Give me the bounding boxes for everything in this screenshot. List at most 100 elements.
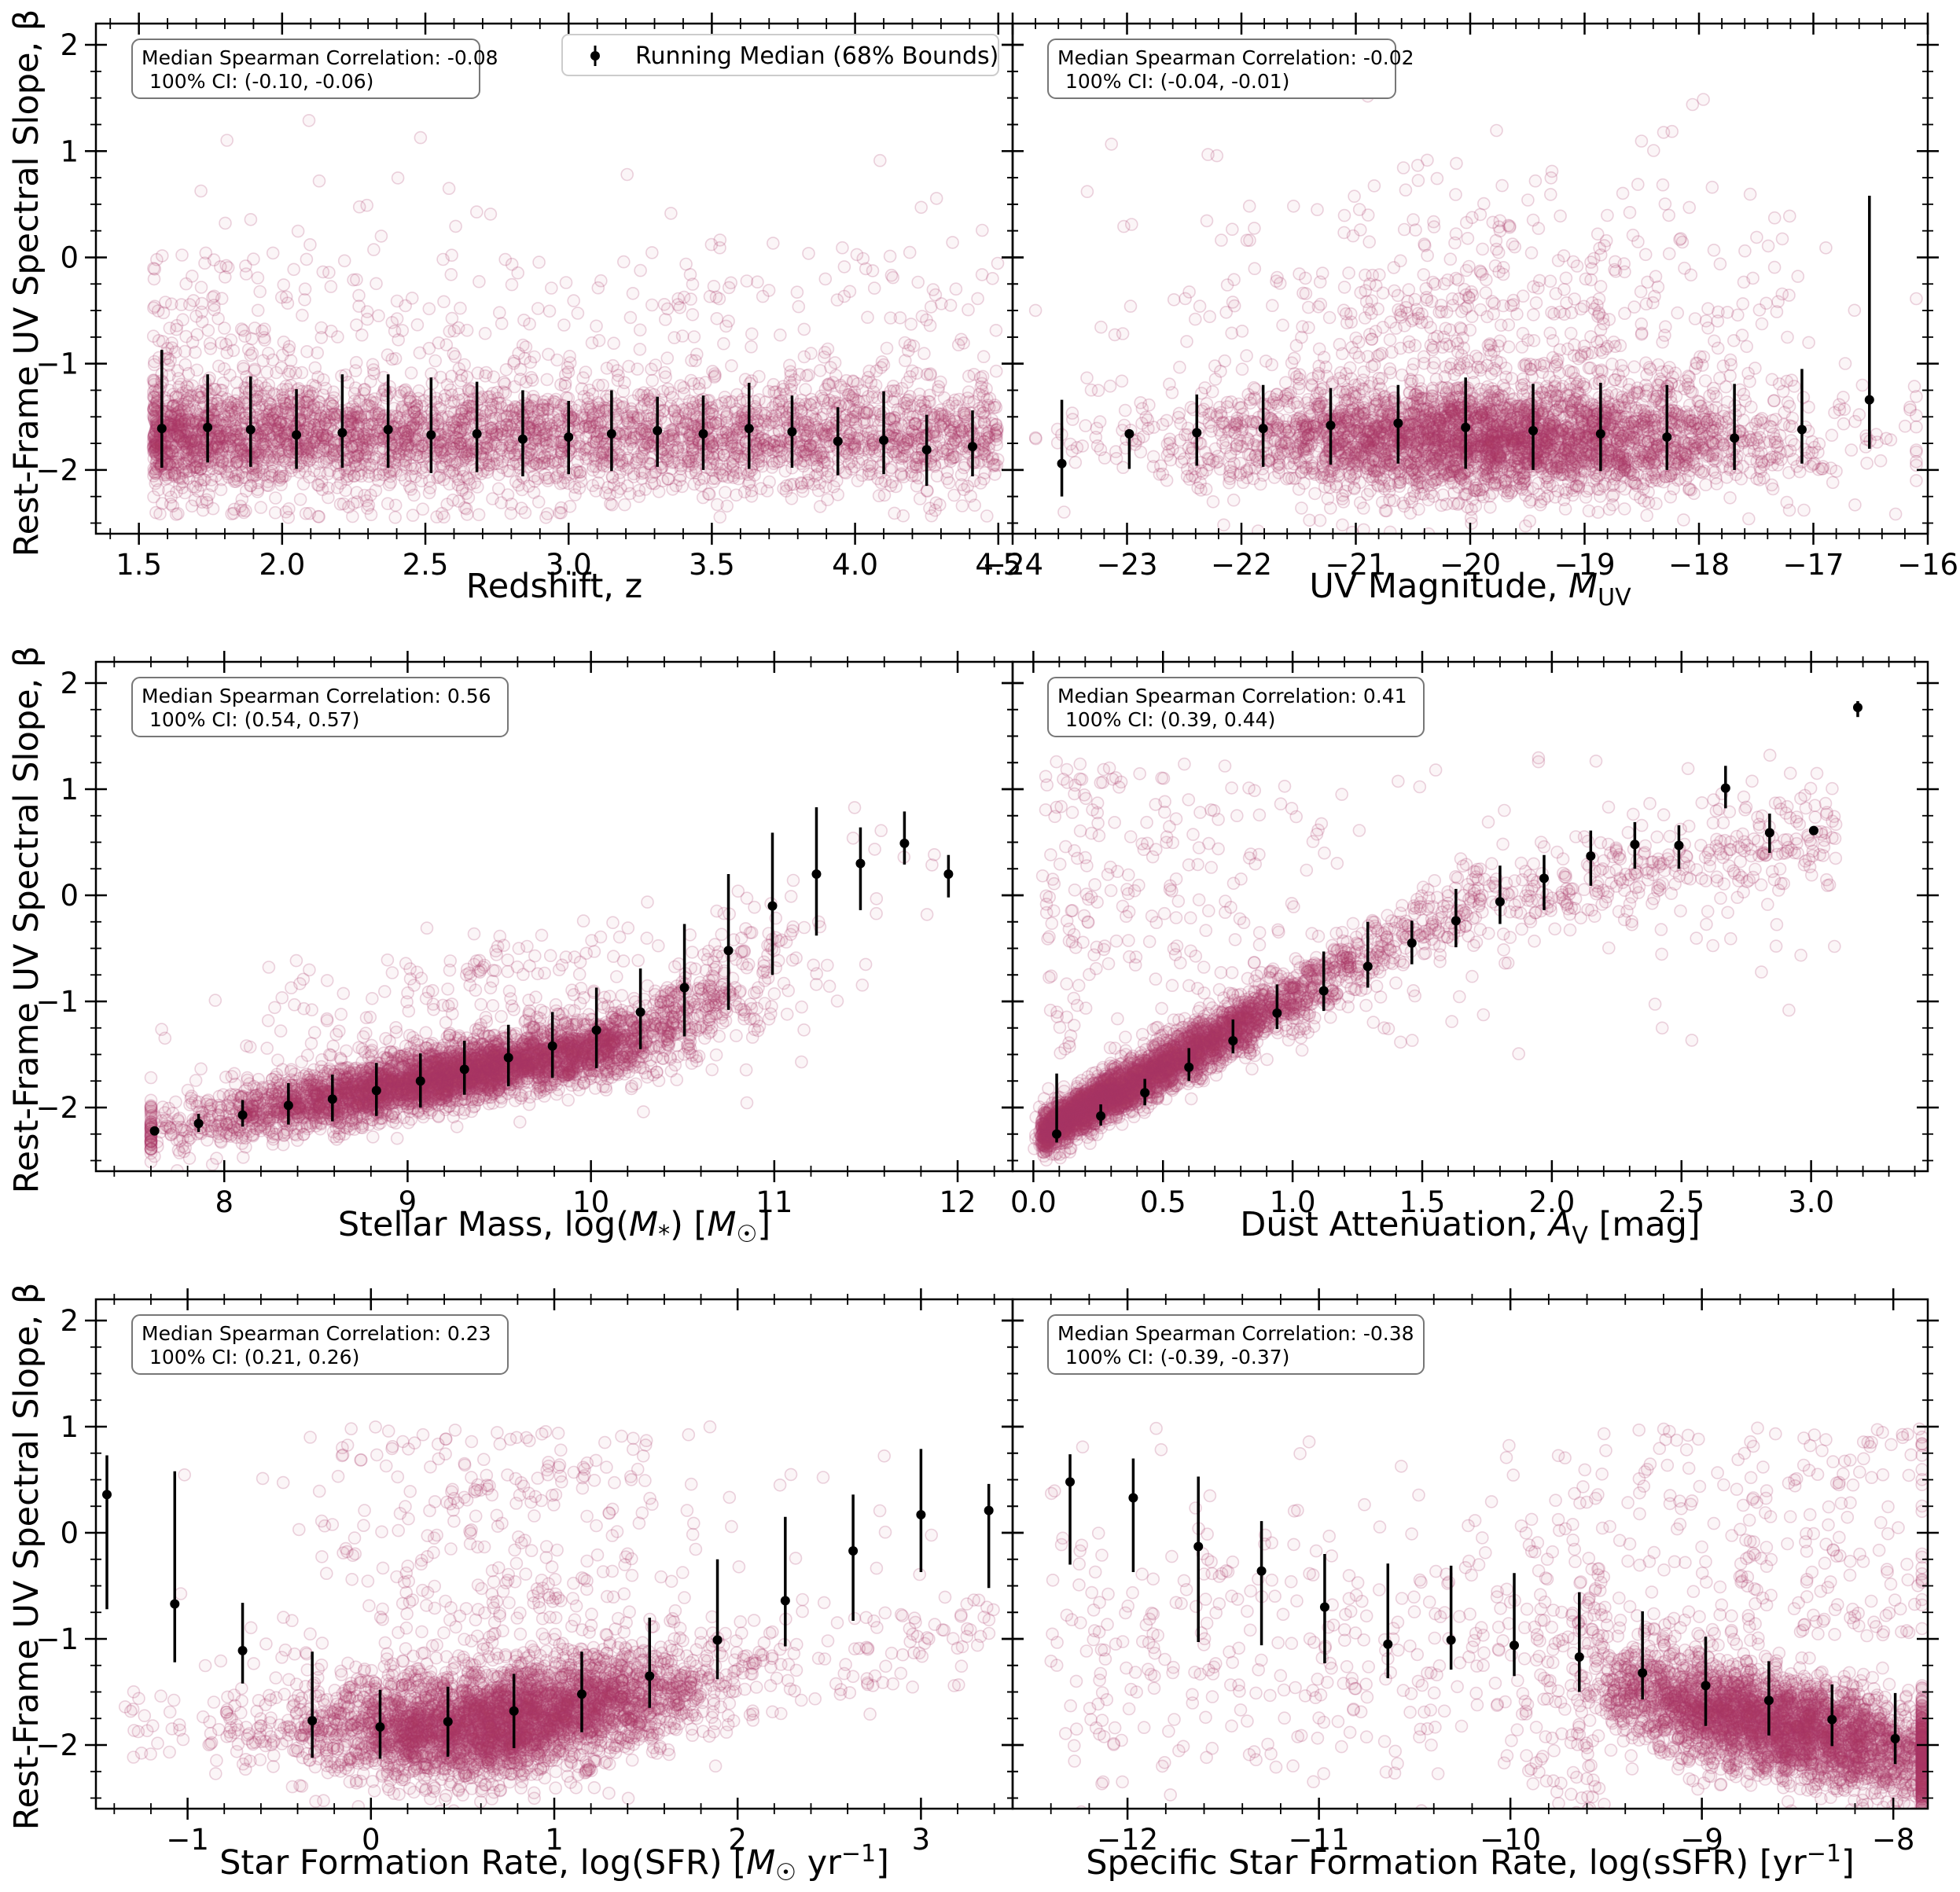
scatter-point	[351, 450, 364, 463]
scatter-point	[165, 454, 178, 468]
scatter-point	[942, 476, 956, 490]
scatter-point	[817, 350, 831, 364]
scatter-point	[506, 410, 519, 424]
scatter-point	[272, 422, 286, 435]
scatter-point	[438, 433, 451, 446]
scatter-point	[223, 368, 237, 382]
scatter-point	[233, 432, 247, 446]
scatter-point	[185, 434, 198, 447]
scatter-point	[203, 336, 217, 351]
scatter-point	[708, 367, 722, 380]
scatter-point	[165, 437, 178, 450]
scatter-point	[446, 493, 460, 507]
scatter-point	[502, 404, 516, 417]
scatter-point	[284, 378, 298, 392]
scatter-point	[370, 277, 383, 291]
scatter-point	[958, 458, 972, 472]
scatter-point	[362, 498, 376, 512]
scatter-point	[861, 310, 874, 325]
scatter-point	[167, 411, 181, 425]
scatter-point	[845, 436, 859, 450]
scatter-point	[596, 378, 610, 392]
scatter-point	[244, 348, 258, 362]
scatter-point	[974, 476, 987, 490]
scatter-point	[258, 437, 272, 451]
scatter-point	[576, 371, 590, 385]
scatter-point	[903, 245, 917, 259]
scatter-point	[949, 425, 962, 439]
scatter-point	[976, 369, 990, 384]
scatter-point	[550, 471, 563, 485]
scatter-point	[719, 410, 734, 424]
scatter-point	[245, 468, 259, 483]
scatter-point	[208, 453, 221, 467]
scatter-point	[297, 395, 311, 410]
scatter-point	[561, 406, 574, 421]
scatter-point	[632, 490, 646, 503]
scatter-point	[351, 427, 365, 441]
scatter-point	[445, 388, 458, 402]
scatter-point	[351, 468, 366, 481]
scatter-point	[401, 438, 415, 452]
scatter-point	[507, 448, 521, 462]
scatter-point	[393, 389, 406, 402]
scatter-point	[366, 400, 379, 414]
scatter-point	[346, 417, 360, 432]
scatter-point	[1248, 262, 1262, 276]
scatter-point	[406, 406, 421, 420]
scatter-point	[673, 300, 687, 314]
median-point	[564, 432, 574, 442]
scatter-point	[454, 369, 469, 382]
scatter-point	[756, 459, 770, 473]
scatter-point	[531, 418, 546, 432]
scatter-point	[487, 370, 501, 384]
scatter-point	[908, 417, 921, 431]
scatter-point	[274, 416, 287, 429]
scatter-point	[930, 469, 944, 483]
scatter-point	[500, 410, 513, 424]
scatter-point	[177, 445, 190, 459]
scatter-point	[388, 438, 402, 452]
scatter-point	[220, 134, 234, 147]
scatter-point	[790, 285, 804, 299]
scatter-point	[445, 248, 458, 263]
scatter-point	[430, 510, 443, 524]
scatter-point	[500, 409, 514, 423]
scatter-point	[782, 358, 796, 373]
scatter-point	[348, 364, 362, 377]
scatter-point	[349, 355, 363, 369]
scatter-point	[479, 451, 493, 465]
scatter-point	[178, 435, 191, 448]
scatter-point	[436, 410, 449, 424]
scatter-point	[416, 439, 430, 453]
scatter-point	[661, 382, 675, 396]
scatter-point	[219, 216, 232, 230]
scatter-point	[252, 401, 266, 415]
scatter-point	[189, 404, 203, 417]
scatter-point	[275, 348, 289, 362]
scatter-point	[495, 496, 508, 509]
median-point	[967, 442, 977, 452]
scatter-point	[337, 254, 351, 268]
scatter-point	[234, 454, 248, 468]
scatter-point	[195, 296, 209, 310]
scatter-point	[704, 237, 719, 252]
scatter-point	[314, 431, 329, 445]
scatter-point	[902, 443, 915, 456]
scatter-point	[725, 358, 738, 373]
scatter-point	[556, 465, 570, 479]
scatter-point	[536, 399, 550, 413]
scatter-point	[211, 414, 225, 428]
scatter-point	[844, 454, 859, 468]
scatter-point	[684, 454, 698, 468]
scatter-point	[671, 443, 685, 457]
scatter-point	[836, 241, 849, 255]
scatter-point	[928, 459, 942, 473]
scatter-point	[595, 450, 609, 465]
scatter-point	[468, 476, 482, 490]
scatter-point	[281, 409, 295, 423]
scatter-point	[281, 367, 296, 381]
scatter-point	[175, 408, 189, 422]
scatter-point	[827, 479, 840, 494]
scatter-point	[300, 252, 314, 266]
